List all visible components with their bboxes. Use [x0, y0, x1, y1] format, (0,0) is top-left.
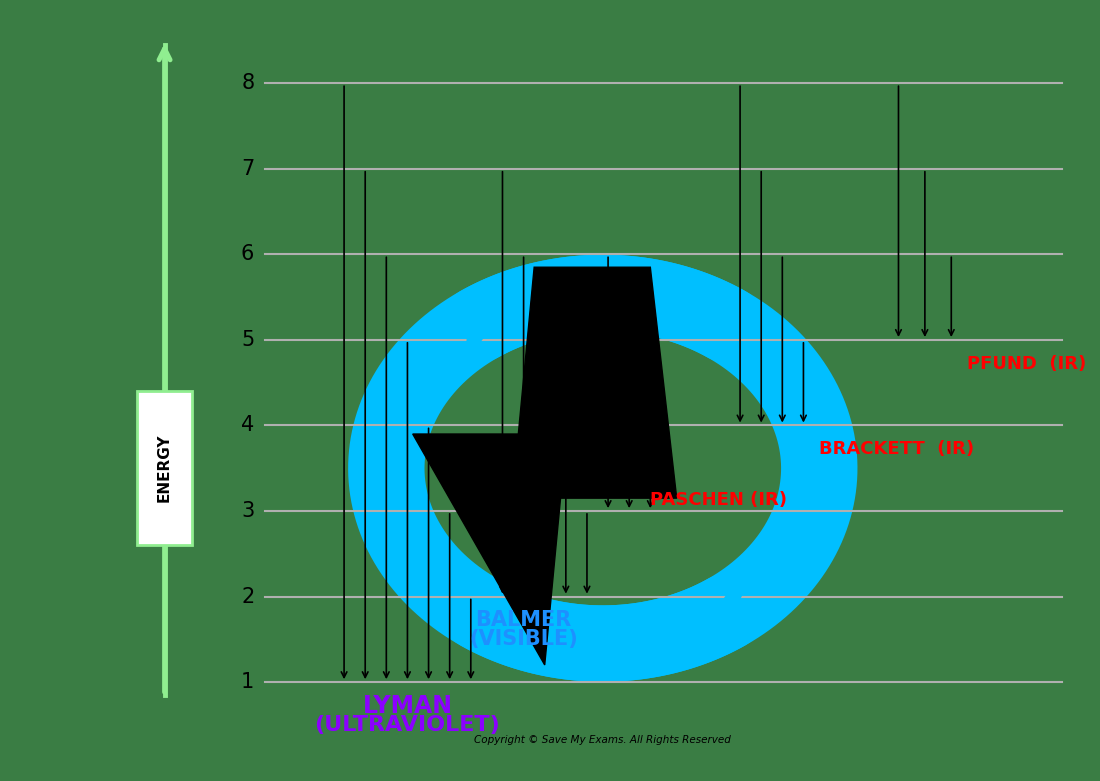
Text: 6: 6 [241, 244, 254, 265]
Text: 4: 4 [241, 415, 254, 436]
Text: LYMAN: LYMAN [362, 694, 452, 718]
Text: PFUND  (IR): PFUND (IR) [967, 355, 1087, 373]
Text: 3: 3 [241, 501, 254, 521]
Text: 1: 1 [241, 672, 254, 692]
Text: BALMER: BALMER [475, 611, 572, 630]
Text: (VISIBLE): (VISIBLE) [470, 629, 578, 649]
Text: 7: 7 [241, 159, 254, 179]
Text: 5: 5 [241, 330, 254, 350]
Text: 8: 8 [241, 73, 254, 93]
Text: BRACKETT  (IR): BRACKETT (IR) [820, 440, 975, 458]
Text: PASCHEN (IR): PASCHEN (IR) [650, 491, 788, 509]
Text: ENERGY: ENERGY [157, 434, 172, 502]
Text: 2: 2 [241, 587, 254, 607]
FancyBboxPatch shape [138, 391, 192, 545]
Polygon shape [412, 267, 676, 665]
Text: Copyright © Save My Exams. All Rights Reserved: Copyright © Save My Exams. All Rights Re… [474, 735, 732, 745]
Text: (ULTRAVIOLET): (ULTRAVIOLET) [315, 715, 500, 735]
